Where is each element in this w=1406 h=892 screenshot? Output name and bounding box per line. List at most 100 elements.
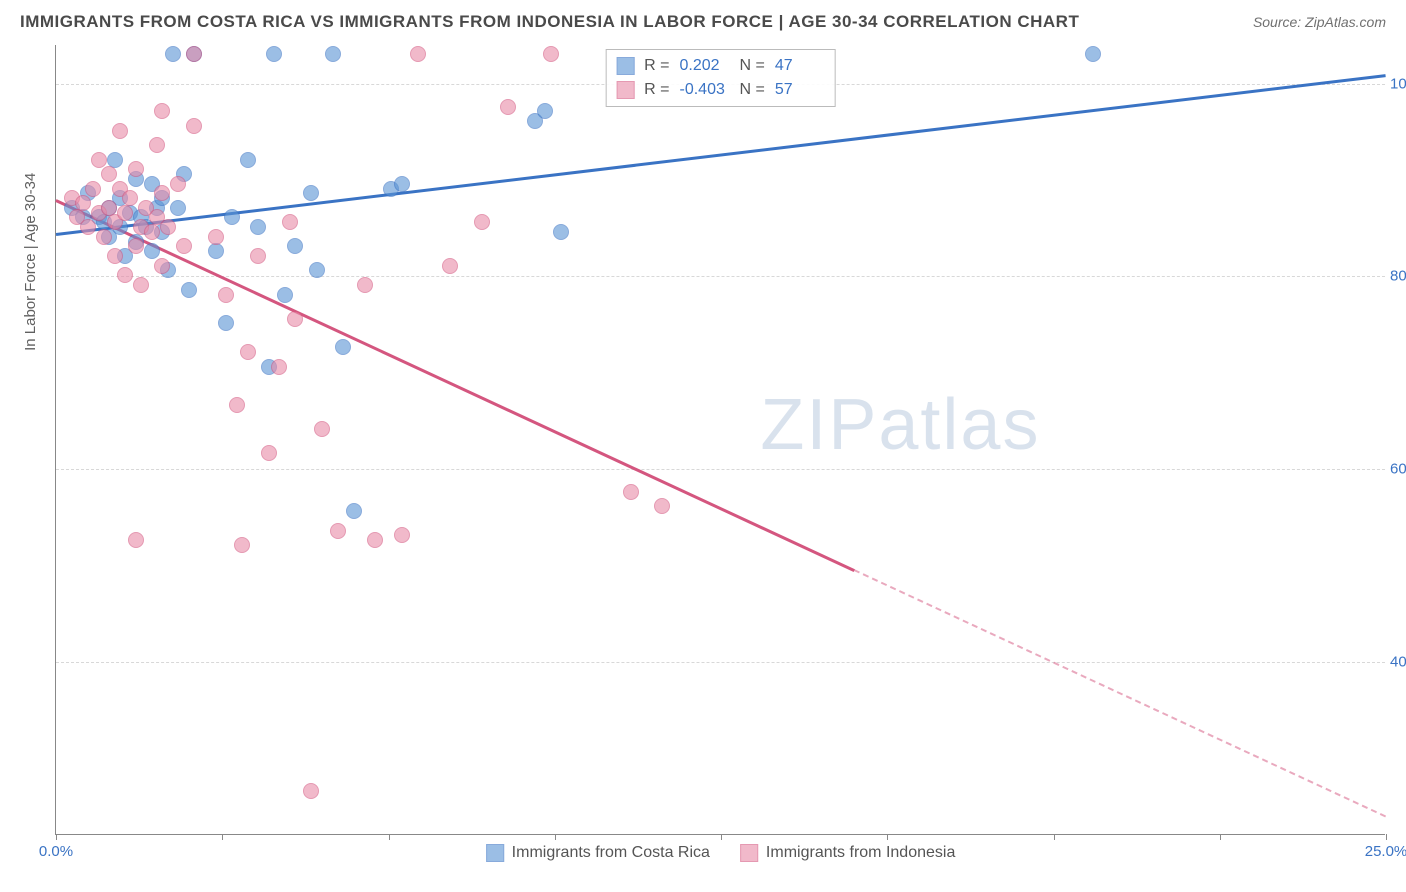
scatter-point (394, 527, 410, 543)
scatter-point (623, 484, 639, 500)
scatter-point (133, 277, 149, 293)
scatter-point (91, 152, 107, 168)
legend-label: Immigrants from Costa Rica (512, 844, 710, 862)
legend-n-label: N = (740, 54, 765, 78)
scatter-point (165, 46, 181, 62)
scatter-point (234, 537, 250, 553)
legend-swatch (486, 844, 504, 862)
scatter-point (80, 219, 96, 235)
scatter-point (1085, 46, 1101, 62)
legend-swatch (616, 81, 634, 99)
scatter-point (218, 287, 234, 303)
scatter-point (218, 315, 234, 331)
x-tick (1054, 834, 1055, 840)
x-tick (721, 834, 722, 840)
scatter-point (160, 219, 176, 235)
x-tick-label: 25.0% (1365, 843, 1406, 860)
scatter-point (122, 190, 138, 206)
scatter-point (367, 532, 383, 548)
scatter-point (85, 181, 101, 197)
legend-r-label: R = (644, 54, 669, 78)
y-tick-label: 80.0% (1390, 268, 1406, 285)
scatter-point (176, 238, 192, 254)
scatter-point (271, 359, 287, 375)
correlation-legend: R =0.202N =47R =-0.403N =57 (605, 49, 836, 107)
x-tick (222, 834, 223, 840)
y-tick-label: 60.0% (1390, 460, 1406, 477)
scatter-point (154, 258, 170, 274)
correlation-chart: ZIPatlas 40.0%60.0%80.0%100.0%0.0%25.0%R… (55, 45, 1385, 835)
scatter-point (170, 200, 186, 216)
scatter-point (303, 185, 319, 201)
legend-item: Immigrants from Costa Rica (486, 844, 710, 862)
scatter-point (128, 161, 144, 177)
gridline (56, 469, 1385, 470)
scatter-point (144, 224, 160, 240)
legend-swatch (740, 844, 758, 862)
scatter-point (128, 238, 144, 254)
legend-n-label: N = (740, 78, 765, 102)
scatter-point (208, 243, 224, 259)
scatter-point (107, 248, 123, 264)
scatter-point (117, 205, 133, 221)
chart-title: IMMIGRANTS FROM COSTA RICA VS IMMIGRANTS… (20, 12, 1079, 32)
scatter-point (346, 503, 362, 519)
legend-item: Immigrants from Indonesia (740, 844, 955, 862)
scatter-point (229, 397, 245, 413)
scatter-point (186, 118, 202, 134)
legend-row: R = 0.202 N = 47 (616, 54, 825, 78)
scatter-point (277, 287, 293, 303)
legend-r-value: -0.403 (680, 78, 730, 102)
scatter-point (128, 532, 144, 548)
scatter-point (410, 46, 426, 62)
scatter-point (261, 445, 277, 461)
scatter-point (394, 176, 410, 192)
x-tick (555, 834, 556, 840)
scatter-point (543, 46, 559, 62)
legend-row: R =-0.403N =57 (616, 78, 825, 102)
scatter-point (181, 282, 197, 298)
trend-line (854, 569, 1387, 817)
scatter-point (266, 46, 282, 62)
scatter-point (282, 214, 298, 230)
legend-label: Immigrants from Indonesia (766, 844, 955, 862)
x-tick (56, 834, 57, 840)
legend-n-value: 47 (775, 54, 825, 78)
legend-swatch (616, 57, 634, 75)
x-tick (389, 834, 390, 840)
scatter-point (250, 248, 266, 264)
scatter-point (144, 243, 160, 259)
scatter-point (224, 209, 240, 225)
source-attribution: Source: ZipAtlas.com (1253, 14, 1386, 30)
scatter-point (303, 783, 319, 799)
scatter-point (325, 46, 341, 62)
scatter-point (240, 344, 256, 360)
scatter-point (537, 103, 553, 119)
scatter-point (357, 277, 373, 293)
y-axis-label: In Labor Force | Age 30-34 (22, 173, 39, 351)
y-tick-label: 40.0% (1390, 653, 1406, 670)
legend-r-value: 0.202 (680, 54, 730, 78)
scatter-point (474, 214, 490, 230)
scatter-point (186, 46, 202, 62)
scatter-point (154, 185, 170, 201)
scatter-point (654, 498, 670, 514)
scatter-point (500, 99, 516, 115)
legend-r-label: R = (644, 78, 669, 102)
x-tick (1386, 834, 1387, 840)
scatter-point (553, 224, 569, 240)
scatter-point (117, 267, 133, 283)
scatter-point (442, 258, 458, 274)
gridline (56, 276, 1385, 277)
scatter-point (208, 229, 224, 245)
scatter-point (287, 238, 303, 254)
scatter-point (101, 166, 117, 182)
scatter-point (250, 219, 266, 235)
scatter-point (309, 262, 325, 278)
scatter-point (287, 311, 303, 327)
x-tick-label: 0.0% (39, 843, 73, 860)
x-tick (1220, 834, 1221, 840)
scatter-point (154, 103, 170, 119)
series-legend: Immigrants from Costa Rica Immigrants fro… (486, 844, 956, 862)
scatter-point (112, 123, 128, 139)
